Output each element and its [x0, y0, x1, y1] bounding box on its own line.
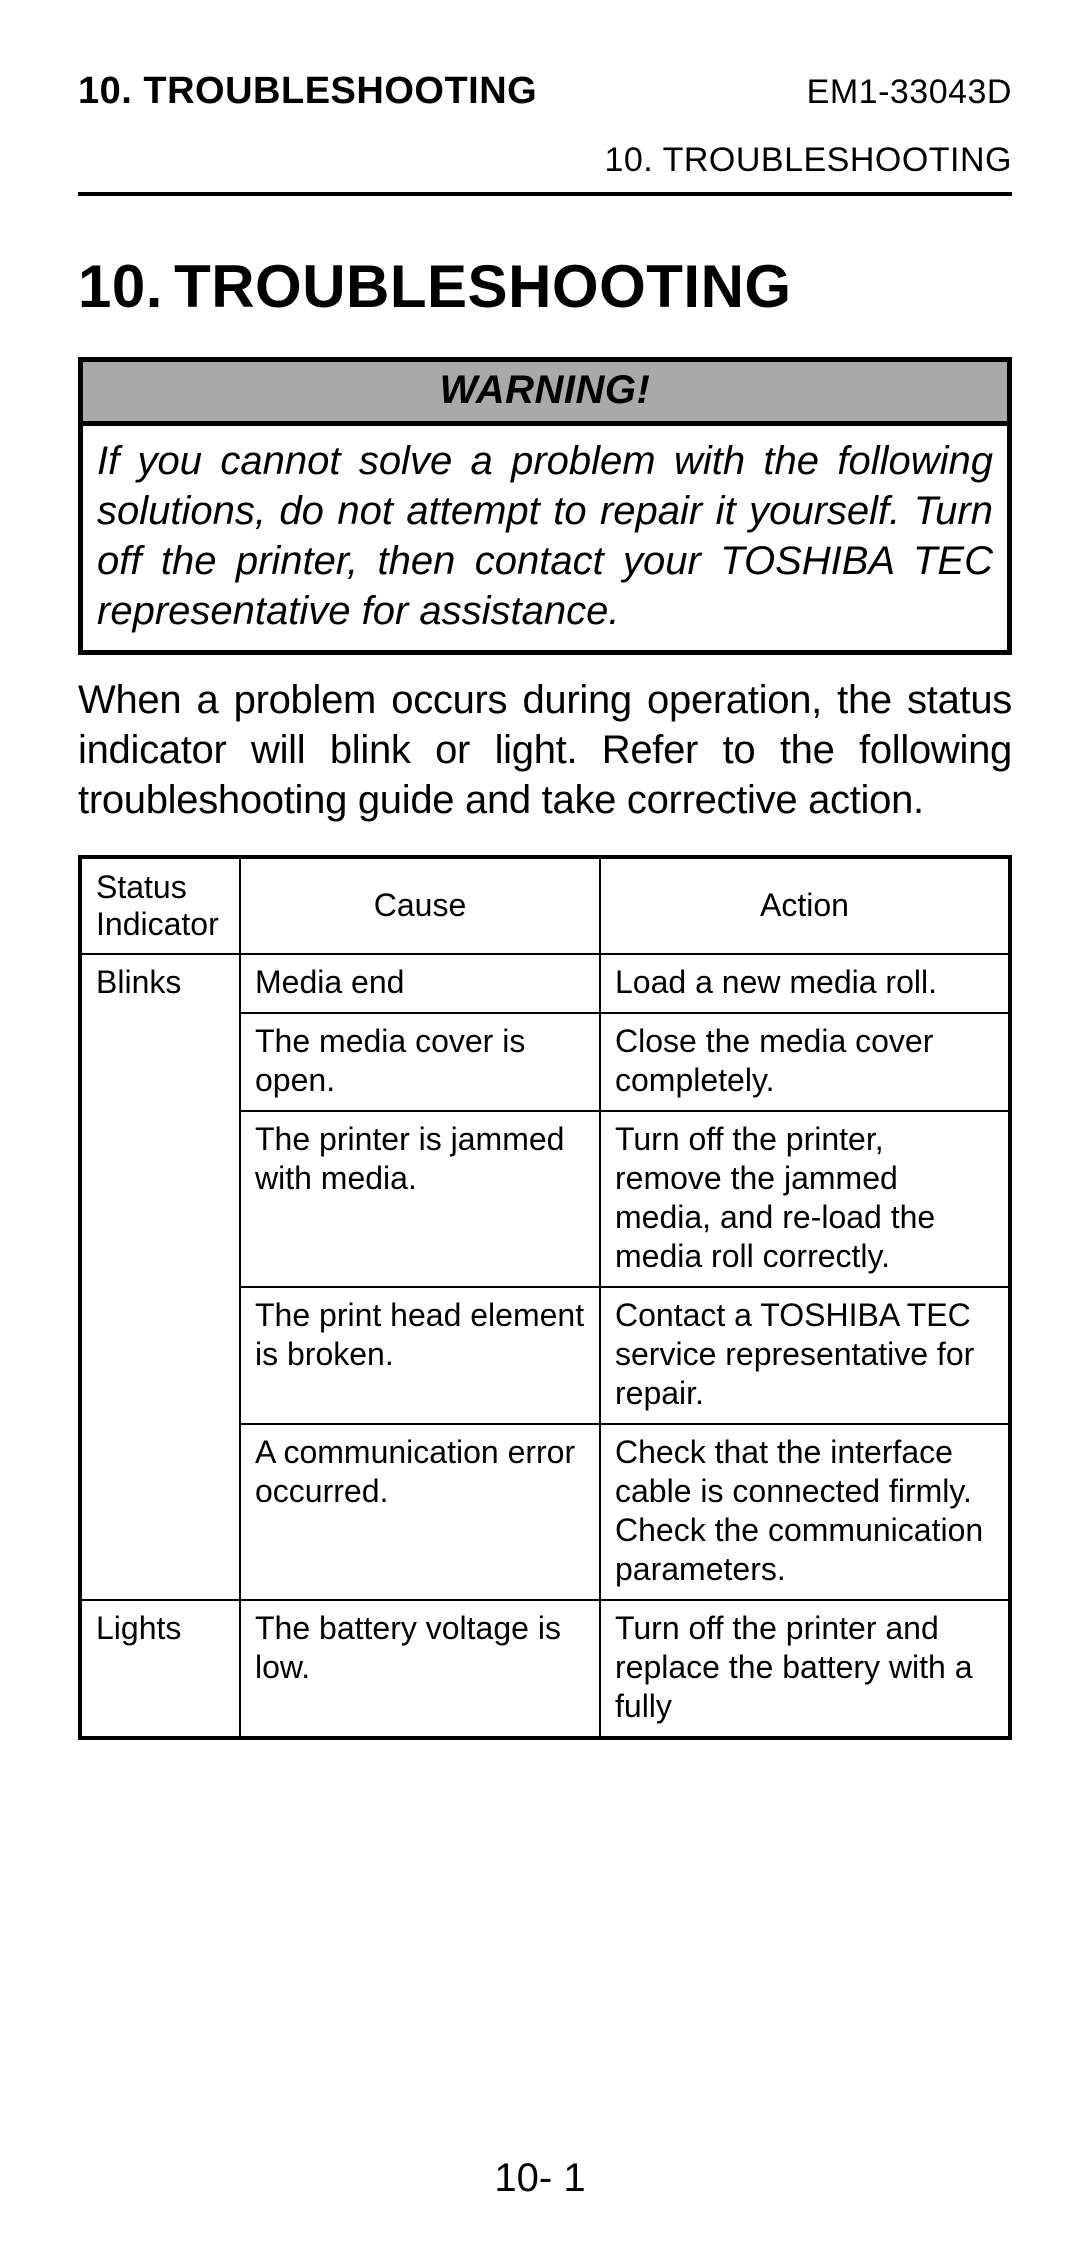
warning-label: WARNING! [83, 362, 1007, 426]
col-header-cause: Cause [240, 857, 600, 954]
action-cell: Contact a TOSHIBA TEC service representa… [600, 1287, 1010, 1424]
cause-cell: The battery voltage is low. [240, 1600, 600, 1738]
troubleshooting-table: Status Indicator Cause Action Blinks Med… [78, 855, 1012, 1740]
warning-box: WARNING! If you cannot solve a problem w… [78, 357, 1012, 655]
section-title: 10. TROUBLESHOOTING [78, 252, 1012, 321]
action-cell: Check that the interface cable is connec… [600, 1424, 1010, 1600]
table-header-row: Status Indicator Cause Action [80, 857, 1010, 954]
manual-page: 10. TROUBLESHOOTING EM1-33043D 10. TROUB… [0, 0, 1080, 2241]
header-doc-code: EM1-33043D [807, 73, 1012, 112]
status-cell-lights: Lights [80, 1600, 240, 1738]
cause-cell: The printer is jammed with media. [240, 1111, 600, 1287]
cause-cell: Media end [240, 954, 600, 1013]
table-row: Lights The battery voltage is low. Turn … [80, 1600, 1010, 1738]
page-header: 10. TROUBLESHOOTING EM1-33043D [78, 70, 1012, 113]
action-cell: Load a new media roll. [600, 954, 1010, 1013]
page-number: 10- 1 [0, 2156, 1080, 2201]
cause-cell: A communication error occurred. [240, 1424, 600, 1600]
intro-paragraph: When a problem occurs during operation, … [78, 675, 1012, 825]
col-header-status: Status Indicator [80, 857, 240, 954]
header-rule [78, 192, 1012, 196]
header-section-title: 10. TROUBLESHOOTING [78, 70, 537, 113]
action-cell: Turn off the printer and replace the bat… [600, 1600, 1010, 1738]
header-sub: 10. TROUBLESHOOTING [78, 141, 1012, 180]
table-row: Blinks Media end Load a new media roll. [80, 954, 1010, 1013]
action-cell: Close the media cover completely. [600, 1013, 1010, 1111]
warning-body: If you cannot solve a problem with the f… [83, 426, 1007, 650]
cause-cell: The media cover is open. [240, 1013, 600, 1111]
cause-cell: The print head element is broken. [240, 1287, 600, 1424]
status-cell-blinks: Blinks [80, 954, 240, 1600]
action-cell: Turn off the printer, remove the jammed … [600, 1111, 1010, 1287]
col-header-action: Action [600, 857, 1010, 954]
